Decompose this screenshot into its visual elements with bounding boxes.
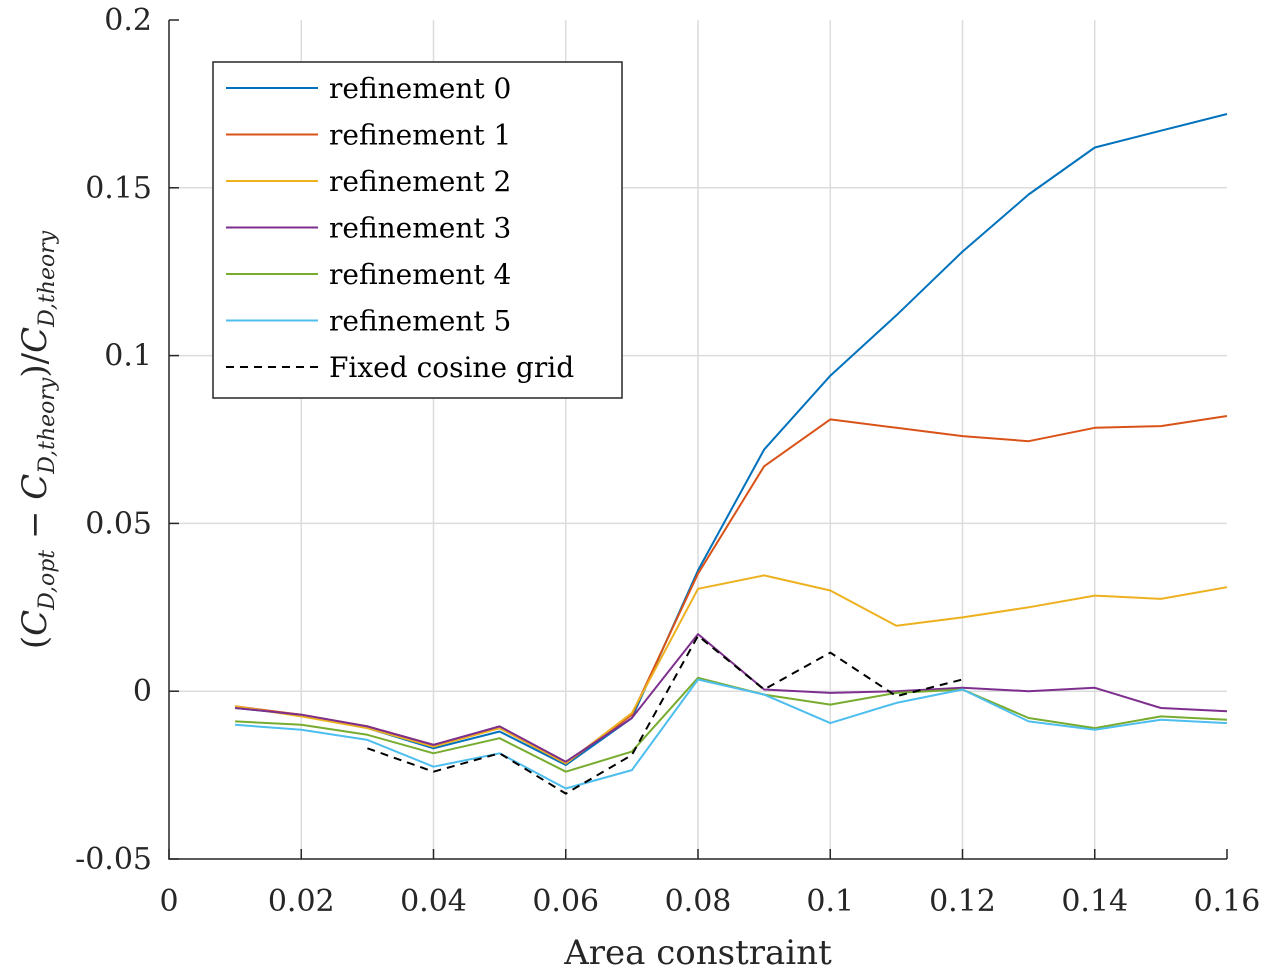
series-line-refinement-1 [234, 415, 1228, 765]
x-tick-label: 0.02 [268, 884, 335, 919]
legend-label: refinement 5 [329, 305, 511, 338]
legend: refinement 0 refinement 1 refinement 2 refi… [212, 61, 623, 399]
legend-label: refinement 4 [329, 258, 511, 291]
axes [168, 19, 1228, 860]
legend-label: refinement 0 [329, 72, 511, 105]
series-line-refinement-2 [234, 574, 1228, 765]
legend-label: refinement 2 [329, 165, 511, 198]
y-tick-label: 0.1 [104, 339, 152, 374]
x-tick-label: 0.14 [1061, 884, 1128, 919]
legend-label: Fixed cosine grid [329, 351, 574, 384]
y-tick-label: 0.2 [104, 3, 152, 38]
legend-box [212, 61, 623, 399]
legend-label: refinement 1 [329, 119, 511, 152]
series-lines [234, 113, 1228, 795]
y-tick-label: 0.15 [85, 171, 152, 206]
x-tick-labels: 0 0.02 0.04 0.06 0.08 0.1 0.12 0.14 0.16 [159, 884, 1260, 919]
y-tick-label: 0 [133, 674, 152, 709]
y-label-c1: C [15, 610, 55, 636]
y-label-close: )/ [15, 352, 55, 377]
series-line-refinement-3 [234, 633, 1228, 763]
y-label-sub2: D,theory [35, 377, 60, 475]
y-label-open: ( [15, 636, 55, 649]
series-line-refinement-5 [235, 678, 1228, 790]
x-tick-label: 0.04 [400, 884, 467, 919]
x-axis-label: Area constraint [563, 933, 832, 970]
x-tick-label: 0.06 [532, 884, 599, 919]
y-tick-labels: -0.05 0 0.05 0.1 0.15 0.2 [75, 3, 152, 877]
series-line-fixed-cosine-grid [367, 634, 963, 795]
x-tick-label: 0 [159, 884, 178, 919]
y-label-c2: C [15, 474, 55, 500]
y-tick-label: 0.05 [85, 506, 152, 541]
x-tick-label: 0.12 [929, 884, 996, 919]
y-label-minus: − [15, 500, 55, 550]
x-tick-label: 0.08 [665, 884, 732, 919]
y-tick-label: -0.05 [75, 842, 152, 877]
legend-label: refinement 3 [329, 212, 511, 245]
x-tick-label: 0.16 [1194, 884, 1261, 919]
y-label-sub3: D,theory [35, 230, 60, 328]
y-label-sub1: D,opt [35, 550, 60, 611]
y-axis-label: (CD,opt − CD,theory)/CD,theory [15, 230, 60, 649]
y-label-c3: C [15, 327, 55, 353]
x-tick-label: 0.1 [806, 884, 854, 919]
